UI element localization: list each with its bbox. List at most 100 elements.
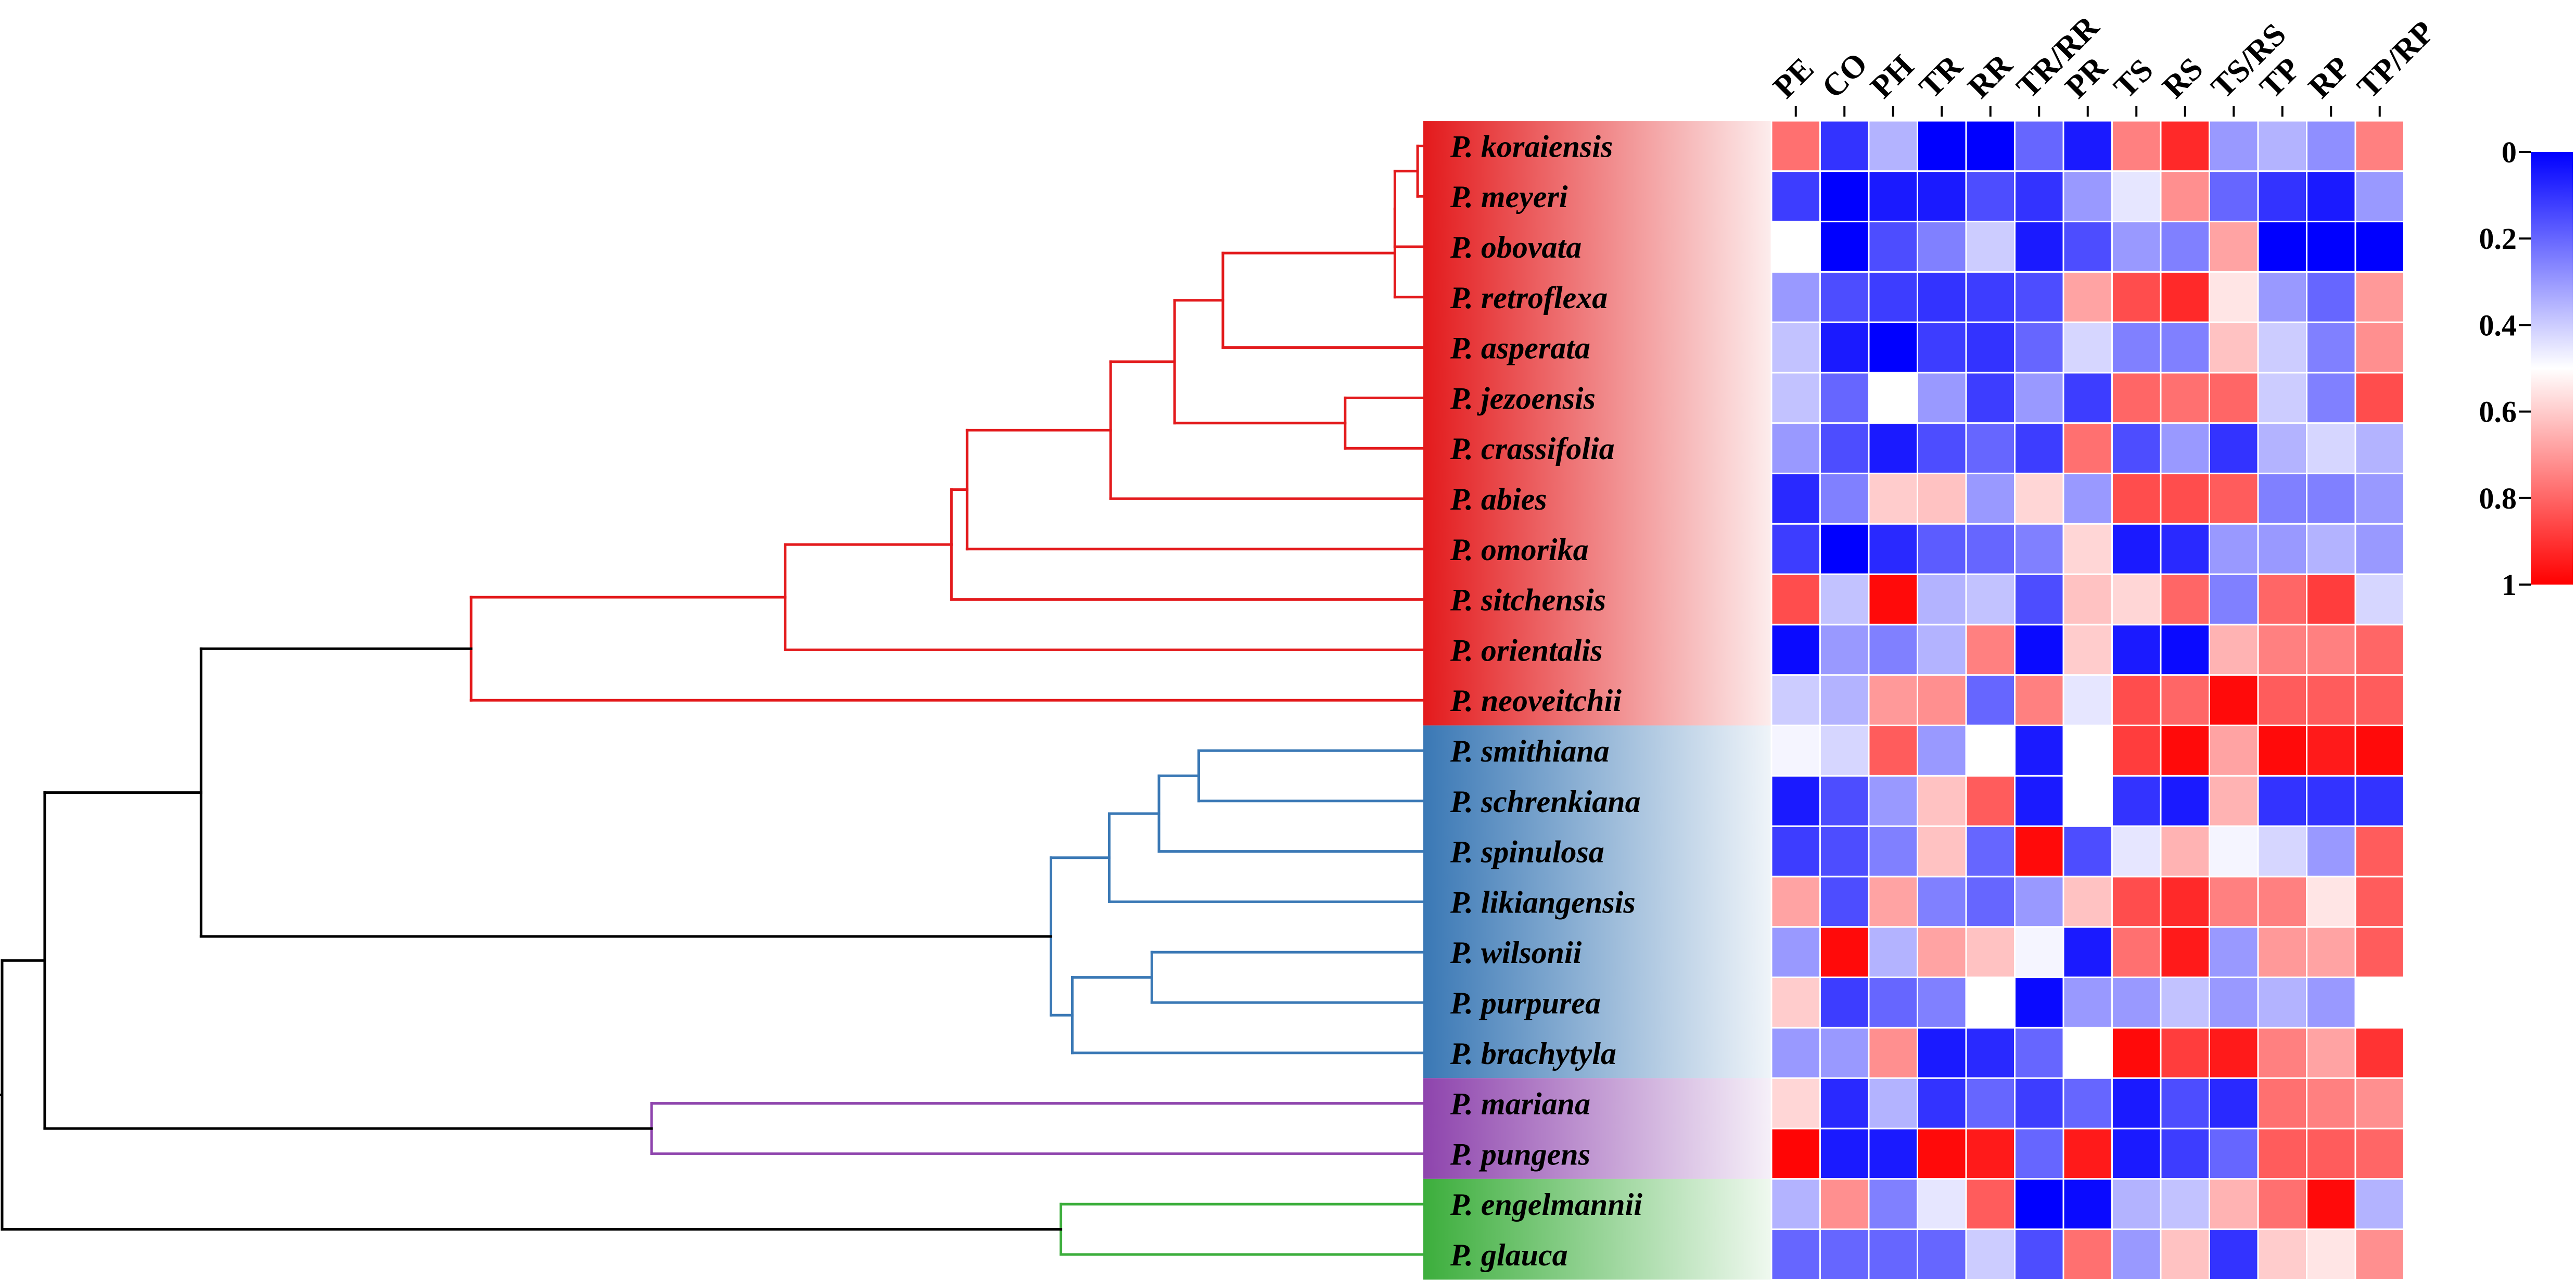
heatmap-cell (1770, 221, 1821, 273)
heatmap-cell (1965, 775, 2016, 827)
heatmap-cell (2209, 876, 2259, 928)
heatmap-cell (2257, 1178, 2307, 1231)
heatmap-cell (2209, 422, 2259, 475)
heatmap-cell (1917, 372, 1967, 424)
colorbar-tick-label: 1 (2502, 568, 2517, 602)
heatmap-cell (2306, 1228, 2356, 1280)
row-label: P. brachytyla (1450, 1036, 1616, 1071)
heatmap-cell (2160, 977, 2210, 1029)
heatmap-cell (2014, 120, 2064, 172)
heatmap-cell (2014, 1026, 2064, 1079)
heatmap-cell (2354, 221, 2405, 273)
column-label: PH (1864, 48, 1921, 105)
heatmap-cell (1868, 1178, 1918, 1231)
heatmap-cell (1917, 271, 1967, 323)
heatmap-cell (2209, 977, 2259, 1029)
heatmap-cell (2160, 1178, 2210, 1231)
heatmap-cell (2160, 876, 2210, 928)
heatmap-cell (1868, 523, 1918, 575)
row-label: P. smithiana (1450, 734, 1610, 768)
heatmap-cell (2160, 1026, 2210, 1079)
heatmap-cell (2062, 725, 2113, 777)
heatmap-cell (1770, 1127, 1821, 1180)
heatmap-cell (1868, 825, 1918, 878)
heatmap-cell (2111, 170, 2162, 223)
row-label: P. glauca (1450, 1238, 1568, 1272)
heatmap-cell (2209, 775, 2259, 827)
heatmap-cell (1868, 775, 1918, 827)
clade-band-clade-blue (1423, 725, 1771, 1079)
heatmap-cell (2160, 573, 2210, 626)
heatmap-cell (2111, 473, 2162, 525)
heatmap-cell (1819, 523, 1870, 575)
heatmap-cell (2014, 170, 2064, 223)
heatmap-cell (1819, 170, 1870, 223)
heatmap-cell (2111, 876, 2162, 928)
heatmap-cell (2257, 473, 2307, 525)
heatmap-cell (2111, 977, 2162, 1029)
heatmap-cell (1917, 573, 1967, 626)
heatmap-cell (2354, 573, 2405, 626)
heatmap-cell (2062, 1127, 2113, 1180)
heatmap-cell (2014, 725, 2064, 777)
heatmap-cell (1965, 1026, 2016, 1079)
heatmap-cell (1770, 372, 1821, 424)
heatmap-cell (2257, 271, 2307, 323)
heatmap-cell (2306, 573, 2356, 626)
heatmap-cell (2306, 422, 2356, 475)
heatmap-cell (2354, 271, 2405, 323)
heatmap-cell (1770, 271, 1821, 323)
heatmap-cell (2354, 473, 2405, 525)
heatmap-cell (2354, 674, 2405, 727)
heatmap-cell (1770, 825, 1821, 878)
heatmap-cell (1819, 1026, 1870, 1079)
heatmap-cell (1770, 422, 1821, 475)
heatmap-cell (2354, 624, 2405, 676)
heatmap-cell (2062, 775, 2113, 827)
heatmap-cell (1917, 1228, 1967, 1280)
heatmap-cell (1770, 1228, 1821, 1280)
heatmap-cell (2257, 372, 2307, 424)
heatmap-cell (2306, 674, 2356, 727)
heatmap-cell (2209, 523, 2259, 575)
heatmap-cell (1965, 271, 2016, 323)
heatmap-cell (1770, 624, 1821, 676)
heatmap-cell (2354, 1228, 2405, 1280)
heatmap-cell (2062, 876, 2113, 928)
heatmap-cell (1868, 473, 1918, 525)
heatmap-cell (2111, 321, 2162, 374)
heatmap-cell (2306, 372, 2356, 424)
heatmap-cell (2111, 1178, 2162, 1231)
heatmap-cell (2354, 1077, 2405, 1130)
row-label: P. pungens (1450, 1137, 1590, 1171)
heatmap-cell (2306, 170, 2356, 223)
heatmap-cell (2111, 674, 2162, 727)
heatmap-cell (1770, 523, 1821, 575)
clade-bands (1423, 121, 1771, 1280)
heatmap-cell (2257, 1026, 2307, 1079)
heatmap-cell (2209, 1127, 2259, 1180)
heatmap-cell (2160, 725, 2210, 777)
heatmap-cell (2014, 573, 2064, 626)
row-label: P. sitchensis (1450, 583, 1606, 617)
heatmap-cell (1770, 674, 1821, 727)
colorbar-tick-label: 0.6 (2479, 395, 2517, 429)
heatmap-cell (1819, 422, 1870, 475)
heatmap-cell (1917, 977, 1967, 1029)
heatmap-cell (2014, 321, 2064, 374)
heatmap-cell (2354, 1178, 2405, 1231)
clade-band-clade-red (1423, 121, 1771, 726)
heatmap-cell (1770, 775, 1821, 827)
heatmap-cell (1819, 674, 1870, 727)
heatmap-cell (2257, 573, 2307, 626)
heatmap-cell (2354, 523, 2405, 575)
heatmap-cell (2209, 725, 2259, 777)
heatmap-cell (2257, 523, 2307, 575)
heatmap-cell (2160, 674, 2210, 727)
heatmap-cell (2354, 876, 2405, 928)
heatmap-cell (2354, 977, 2405, 1029)
heatmap-cell (2062, 372, 2113, 424)
heatmap-cell (1917, 473, 1967, 525)
heatmap-cell (2062, 221, 2113, 273)
heatmap-cell (2306, 1077, 2356, 1130)
